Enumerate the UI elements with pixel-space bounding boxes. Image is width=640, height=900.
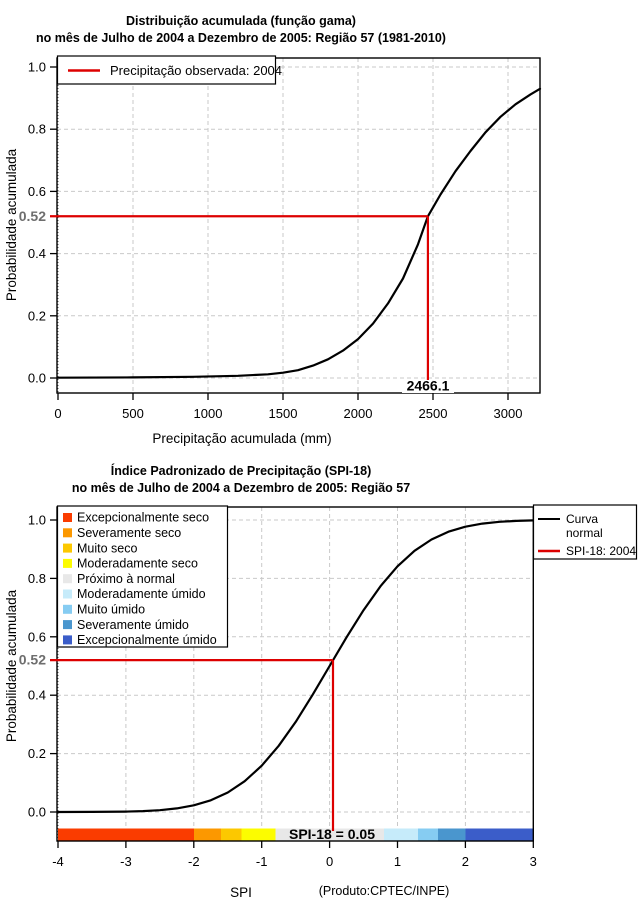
- x-tick-label: -1: [256, 854, 268, 869]
- legend-category-label: Severamente úmido: [77, 618, 189, 632]
- spi-category-bar-segment: [417, 828, 439, 841]
- x-tick-label: 1500: [269, 406, 298, 421]
- spi-category-bar-segment: [220, 828, 242, 841]
- curve-legend: Curva normal SPI-18: 2004: [532, 504, 638, 560]
- x-tick-label: 3000: [494, 406, 523, 421]
- chart-subtitle: no mês de Julho de 2004 a Dezembro de 20…: [36, 31, 446, 45]
- plot-frame: [56, 506, 534, 842]
- y-tick-label: 1.0: [28, 513, 46, 528]
- chart-subtitle: no mês de Julho de 2004 a Dezembro de 20…: [72, 481, 410, 495]
- credit-label: (Produto:CPTEC/INPE): [319, 884, 450, 898]
- spi-category-bar-segment: [383, 828, 418, 841]
- legend-category-label: Moderadamente úmido: [77, 587, 206, 601]
- y-tick-label: 0.6: [28, 629, 46, 644]
- x-tick-label: -4: [52, 854, 64, 869]
- x-axis-title: SPI: [230, 885, 252, 900]
- observed-precipitation-legend: Precipitação observada: 2004: [56, 55, 282, 85]
- legend-swatch: [63, 635, 72, 645]
- y-tick-label: 0.2: [28, 746, 46, 761]
- legend-category-label: Moderadamente seco: [77, 557, 198, 571]
- legend-category-label: Muito seco: [77, 541, 137, 555]
- spi-category-bar-segment: [241, 828, 276, 841]
- spi-category-bar-segment: [275, 828, 384, 841]
- cdf-curve: [56, 87, 542, 379]
- x-tick-label: -3: [120, 854, 132, 869]
- highlight-probability-label: 0.52: [19, 208, 46, 224]
- x-tick-label: 1000: [194, 406, 223, 421]
- legend-swatch: [63, 589, 72, 599]
- cdf-curve: [56, 519, 535, 814]
- legend-category-label: Próximo à normal: [77, 572, 175, 586]
- legend-label: Precipitação observada: 2004: [110, 63, 282, 78]
- legend-swatch: [63, 574, 72, 584]
- legend-label-line1: Curva: [566, 512, 598, 526]
- legend-label: SPI-18: 2004: [566, 544, 636, 558]
- x-axis-title: Precipitação acumulada (mm): [152, 431, 331, 446]
- legend-swatch: [63, 528, 72, 538]
- spi-category-bar-segment: [58, 828, 194, 841]
- legend-category-label: Muito úmido: [77, 603, 145, 617]
- x-tick-label: 0: [54, 406, 61, 421]
- x-tick-label: 2500: [419, 406, 448, 421]
- legend-label-line2: normal: [566, 526, 603, 540]
- x-tick-label: 3: [530, 854, 537, 869]
- chart-title: Índice Padronizado de Precipitação (SPI-…: [111, 463, 372, 478]
- y-tick-label: 0.0: [28, 805, 46, 820]
- y-tick-label: 0.8: [28, 122, 46, 137]
- y-tick-label: 0.8: [28, 571, 46, 586]
- x-tick-label: 0: [326, 854, 333, 869]
- y-tick-label: 0.4: [28, 246, 46, 261]
- spi-value-annotation: SPI-18 = 0.05: [289, 826, 375, 842]
- value-label-backdrop: [402, 380, 454, 393]
- legend-swatch: [63, 620, 72, 630]
- y-axis-title: Probabilidade acumulada: [4, 148, 19, 301]
- x-tick-label: 2000: [344, 406, 373, 421]
- legend-swatch: [63, 543, 72, 553]
- y-tick-label: 0.2: [28, 308, 46, 323]
- legend-category-label: Excepcionalmente seco: [77, 511, 209, 525]
- plot-frame: [56, 57, 541, 394]
- gamma-cdf-chart: 0 500 1000 1500 2000 2500 3000 0.0 0.2 0.4 0.6 0.8 1…: [4, 14, 542, 446]
- y-tick-label: 0.0: [28, 371, 46, 386]
- highlight-probability-label: 0.52: [19, 652, 46, 668]
- x-tick-label: 1: [394, 854, 401, 869]
- chart-title: Distribuição acumulada (função gama): [126, 14, 356, 28]
- y-tick-label: 0.6: [28, 184, 46, 199]
- spi-category-bar-segment: [465, 828, 534, 841]
- legend-category-label: Severamente seco: [77, 526, 181, 540]
- legend-swatch: [63, 604, 72, 614]
- y-tick-label: 0.4: [28, 688, 46, 703]
- gamma-cdf-plot-area: 0 500 1000 1500 2000 2500 3000 0.0 0.2 0.4 0.6 0.8 1…: [28, 57, 542, 421]
- x-tick-label: -2: [188, 854, 200, 869]
- legend-swatch: [63, 513, 72, 522]
- legend-box: [56, 505, 229, 648]
- legend-category-label: Excepcionalmente úmido: [77, 633, 217, 647]
- spi-category-bar-segment: [438, 828, 466, 841]
- spi-category-bar-segment: [193, 828, 221, 841]
- x-tick-label: 2: [462, 854, 469, 869]
- x-tick-label: 500: [122, 406, 144, 421]
- spi-cdf-chart: -4 -3 -2 -1 0 1 2 3 0.0 0.2 0.4 0.6 0.8 1.0 Índice Pa…: [4, 463, 638, 900]
- y-tick-label: 1.0: [28, 60, 46, 75]
- highlight-value-label: 2466.1: [407, 378, 450, 394]
- legend-swatch: [63, 558, 72, 568]
- y-axis-title: Probabilidade acumulada: [4, 589, 19, 742]
